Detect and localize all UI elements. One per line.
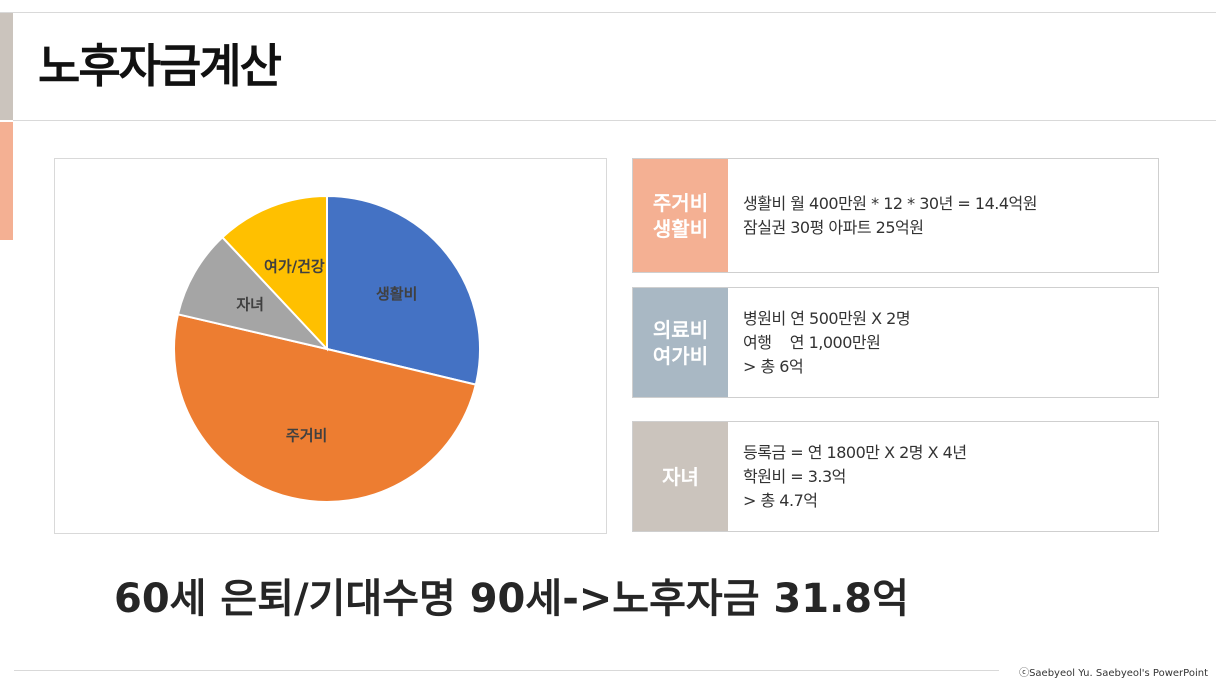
card-line: 여행 연 1,000만원 bbox=[743, 332, 881, 352]
pie-slice-2 bbox=[176, 235, 330, 351]
card-label-line: 주거비 bbox=[652, 190, 709, 215]
card-label-line: 여가비 bbox=[652, 343, 709, 368]
card-children: 자녀 등록금 = 연 1800만 X 2명 X 4년 학원비 = 3.3억 > … bbox=[632, 421, 1159, 532]
card-label: 주거비 생활비 bbox=[633, 159, 728, 272]
card-label-line: 의료비 bbox=[652, 317, 709, 342]
slide-title: 노후자금계산 bbox=[38, 39, 282, 93]
card-label-line: 생활비 bbox=[652, 216, 709, 241]
accent-bar-gray bbox=[0, 13, 13, 120]
pie-slice-3 bbox=[221, 194, 328, 352]
pie-slice-0 bbox=[326, 194, 481, 386]
copyright-text: ⓒSaebyeol Yu. Saebyeol's PowerPoint bbox=[1019, 668, 1208, 679]
card-label-line: 자녀 bbox=[662, 464, 699, 489]
card-line: > 총 6억 bbox=[743, 356, 804, 376]
card-line: 병원비 연 500만원 X 2명 bbox=[743, 308, 911, 328]
card-label: 자녀 bbox=[633, 422, 728, 531]
card-text: 생활비 월 400만원 * 12 * 30년 = 14.4억원 잠실권 30평 … bbox=[743, 159, 1150, 272]
card-line: 생활비 월 400만원 * 12 * 30년 = 14.4억원 bbox=[743, 193, 1037, 213]
card-text: 등록금 = 연 1800만 X 2명 X 4년 학원비 = 3.3억 > 총 4… bbox=[743, 422, 1150, 531]
accent-bar-salmon bbox=[0, 122, 13, 240]
pie-slice-label-1: 주거비 bbox=[286, 426, 327, 444]
summary-text: 60세 은퇴/기대수명 90세->노후자금 31.8억 bbox=[114, 576, 909, 622]
card-line: 등록금 = 연 1800만 X 2명 X 4년 bbox=[743, 442, 967, 462]
footer-rule bbox=[14, 670, 999, 671]
title-rule bbox=[13, 120, 1216, 121]
card-medical-leisure: 의료비 여가비 병원비 연 500만원 X 2명 여행 연 1,000만원 > … bbox=[632, 287, 1159, 398]
card-line: 학원비 = 3.3억 bbox=[743, 466, 846, 486]
card-line: > 총 4.7억 bbox=[743, 490, 818, 510]
pie-slice-label-0: 생활비 bbox=[376, 285, 417, 303]
card-housing-living: 주거비 생활비 생활비 월 400만원 * 12 * 30년 = 14.4억원 … bbox=[632, 158, 1159, 273]
card-text: 병원비 연 500만원 X 2명 여행 연 1,000만원 > 총 6억 bbox=[743, 288, 1150, 397]
card-label: 의료비 여가비 bbox=[633, 288, 728, 397]
pie-slice-label-2: 자녀 bbox=[236, 296, 264, 314]
pie-slice-label-3: 여가/건강 bbox=[264, 257, 325, 275]
card-line: 잠실권 30평 아파트 25억원 bbox=[743, 217, 924, 237]
pie-slice-1 bbox=[173, 313, 477, 503]
top-rule bbox=[0, 12, 1216, 13]
